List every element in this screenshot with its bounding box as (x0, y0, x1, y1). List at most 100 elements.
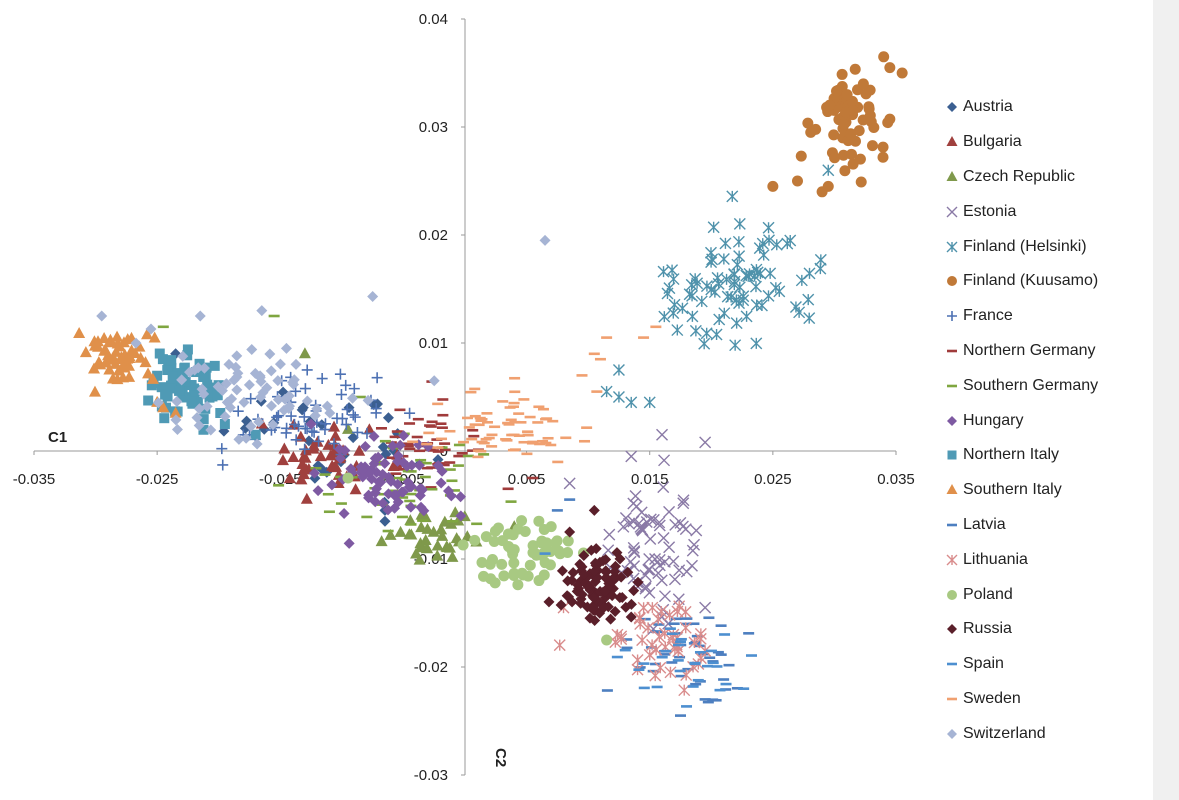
data-point (316, 373, 328, 385)
data-point (715, 624, 727, 627)
data-point (307, 442, 320, 454)
data-point (453, 454, 465, 458)
data-point (368, 458, 380, 470)
data-point (285, 410, 297, 422)
data-point (743, 632, 755, 635)
data-point (526, 441, 538, 445)
data-point (542, 436, 554, 440)
data-point (733, 217, 746, 230)
data-point (186, 380, 197, 391)
data-point (763, 234, 776, 247)
data-point (667, 307, 680, 320)
legend-marker-dash-icon (947, 697, 957, 701)
data-point (447, 519, 459, 523)
legend-item: Czech Republic (944, 160, 1144, 195)
data-point (436, 437, 448, 441)
data-point (435, 422, 447, 425)
data-point (805, 126, 817, 138)
data-point (280, 342, 292, 354)
data-point (212, 381, 224, 393)
data-point (171, 395, 183, 407)
data-point (855, 176, 867, 188)
data-point (643, 648, 656, 661)
legend-label: Switzerland (963, 724, 1046, 742)
data-point (802, 117, 814, 129)
data-point (121, 333, 134, 345)
data-point (341, 403, 353, 415)
data-point (162, 365, 173, 376)
data-point (488, 536, 500, 548)
data-point (231, 384, 243, 396)
legend-label: Finland (Kuusamo) (963, 272, 1099, 290)
data-point (636, 524, 649, 537)
data-point (92, 335, 105, 347)
data-point (461, 416, 473, 420)
data-point (397, 496, 409, 499)
data-point (738, 687, 750, 690)
data-point (371, 372, 383, 384)
data-point (283, 403, 295, 415)
data-point (246, 344, 258, 356)
data-point (405, 492, 417, 496)
data-point (425, 486, 437, 489)
data-point (515, 421, 527, 424)
data-point (219, 419, 230, 429)
data-point (294, 430, 307, 442)
data-point (672, 659, 684, 662)
data-point (382, 412, 394, 424)
data-point (452, 514, 465, 526)
data-point (605, 613, 617, 625)
data-point (673, 564, 686, 577)
data-point (705, 649, 717, 653)
data-point (619, 512, 632, 524)
data-point (255, 376, 267, 388)
legend-label: Austria (963, 98, 1013, 116)
data-point (692, 678, 704, 682)
data-point (467, 428, 479, 432)
data-point (351, 426, 363, 438)
data-point (795, 150, 807, 162)
data-point (828, 129, 840, 141)
legend-label: Finland (Helsinki) (963, 237, 1087, 255)
data-point (625, 611, 637, 623)
legend-marker (946, 484, 958, 495)
data-point (509, 420, 521, 424)
data-point (362, 394, 374, 406)
data-point (496, 558, 508, 570)
data-point (300, 492, 313, 504)
data-point (299, 451, 312, 463)
data-point (281, 422, 293, 434)
data-point (505, 418, 517, 422)
data-point (829, 152, 841, 164)
data-point (545, 443, 557, 447)
data-point (663, 505, 676, 518)
data-point (462, 454, 474, 458)
data-point (498, 570, 510, 582)
legend-marker-diamond-icon (947, 415, 957, 426)
data-point (412, 417, 424, 421)
data-point (718, 678, 730, 681)
data-point (539, 234, 551, 246)
legend-label: Southern Germany (963, 376, 1099, 394)
data-point (328, 438, 340, 450)
data-point (791, 175, 803, 187)
legend-marker (947, 276, 957, 287)
legend-marker (946, 136, 958, 147)
legend-marker (947, 662, 957, 666)
data-point (679, 621, 692, 634)
data-point (436, 426, 448, 430)
data-point (693, 644, 705, 648)
data-point (653, 630, 666, 643)
legend-label: Lithuania (963, 550, 1028, 568)
data-point (219, 410, 231, 422)
data-point (551, 509, 563, 512)
data-point (656, 655, 668, 659)
data-point (392, 478, 404, 490)
legend-label: Estonia (963, 202, 1017, 220)
legend-label: Northern Italy (963, 446, 1060, 464)
data-point (567, 567, 579, 579)
data-point (654, 661, 667, 674)
data-point (849, 63, 861, 75)
y-tick-label: -0.02 (414, 659, 448, 676)
data-point (196, 383, 208, 395)
